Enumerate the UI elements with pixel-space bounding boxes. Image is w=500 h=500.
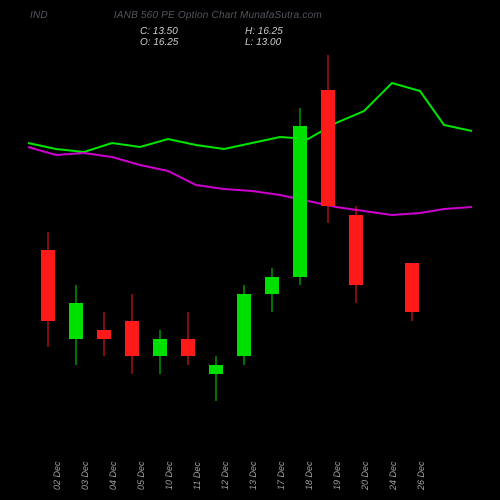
candle: [153, 55, 167, 445]
candle: [321, 55, 335, 445]
plot-area: [28, 55, 472, 445]
x-tick-label: 26 Dec: [416, 461, 420, 490]
x-tick-label: 05 Dec: [136, 461, 140, 490]
x-tick-label: 11 Dec: [192, 462, 196, 490]
low-value: L: 13.00: [245, 37, 300, 48]
candle: [181, 55, 195, 445]
candle: [97, 55, 111, 445]
candlestick-series: [28, 55, 472, 445]
x-tick-label: 19 Dec: [332, 461, 336, 490]
ohlc-readout: C: 13.50 H: 16.25 O: 16.25 L: 13.00: [140, 26, 300, 48]
chart-header: IND IANB 560 PE Option Chart MunafaSutra…: [0, 10, 500, 21]
candle: [41, 55, 55, 445]
x-tick-label: 17 Dec: [276, 461, 280, 490]
x-tick-label: 12 Dec: [220, 461, 224, 490]
close-value: C: 13.50: [140, 26, 195, 37]
candle: [349, 55, 363, 445]
open-value: O: 16.25: [140, 37, 195, 48]
x-tick-label: 20 Dec: [360, 461, 364, 490]
x-axis: 02 Dec 03 Dec 04 Dec 05 Dec 10 Dec 11 Dec 12 D…: [28, 444, 472, 494]
x-tick-label: 24 Dec: [388, 461, 392, 490]
exchange-label: IND: [30, 10, 48, 21]
candle: [69, 55, 83, 445]
x-tick-label: 04 Dec: [108, 461, 112, 490]
candle: [405, 55, 419, 445]
x-tick-label: 10 Dec: [164, 461, 168, 490]
x-tick-label: 18 Dec: [304, 461, 308, 490]
candle: [125, 55, 139, 445]
candle: [209, 55, 223, 445]
x-tick-label: 13 Dec: [248, 461, 252, 490]
x-tick-label: 03 Dec: [80, 461, 84, 490]
chart-title: IANB 560 PE Option Chart MunafaSutra.com: [114, 10, 322, 21]
candle: [293, 55, 307, 445]
candle: [265, 55, 279, 445]
high-value: H: 16.25: [245, 26, 300, 37]
x-tick-label: 02 Dec: [52, 461, 56, 490]
candle: [237, 55, 251, 445]
